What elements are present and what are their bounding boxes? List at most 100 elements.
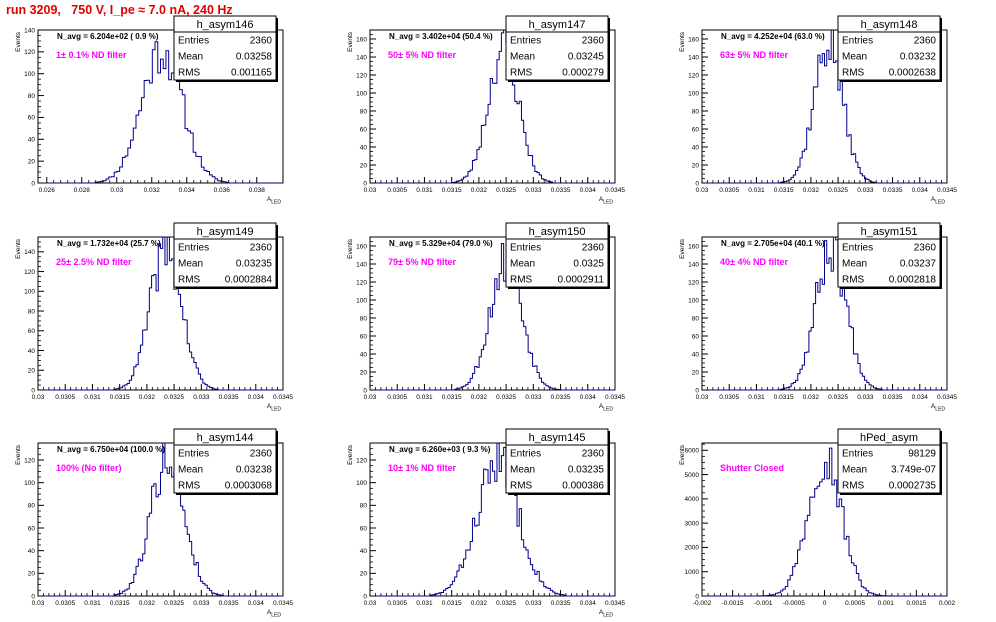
stat-value: 2360 xyxy=(250,36,273,47)
histogram-panel-h_asym145: 0.03 0.0305 0.031 0.0315 0.032 0.0325 0.033 0.0… xyxy=(347,428,625,619)
y-tick-label: 120 xyxy=(24,49,35,56)
filter-annotation: 1± 0.1% ND filter xyxy=(56,50,127,60)
stat-value: 2360 xyxy=(582,36,605,47)
x-axis: 0.03 0.0305 0.031 0.0315 0.032 0.0325 0.033 0.0… xyxy=(364,177,625,194)
y-tick-label: 40 xyxy=(28,348,36,355)
y-axis: 0 20 40 60 80 100 120 xyxy=(24,442,44,600)
y-tick-label: 60 xyxy=(360,333,368,340)
stat-label: Mean xyxy=(178,465,203,476)
x-axis: 0.03 0.0305 0.031 0.0315 0.032 0.0325 0.033 0.0… xyxy=(32,590,293,607)
y-tick-label: 60 xyxy=(360,525,368,532)
x-tick-label: 0.031 xyxy=(416,394,433,401)
stat-label: Entries xyxy=(510,36,541,47)
y-tick-label: 80 xyxy=(360,503,368,510)
canvas-title: run 3209, 750 V, I_pe ≈ 7.0 nA, 240 Hz xyxy=(6,3,233,17)
histogram-name: h_asym150 xyxy=(529,226,586,238)
x-tick-label: 0.033 xyxy=(525,394,542,401)
stat-label: Mean xyxy=(842,465,867,476)
x-tick-label: 0.032 xyxy=(144,187,161,194)
n-avg-label: N_avg = 1.732e+04 (25.7 %) xyxy=(57,239,161,248)
stat-label: RMS xyxy=(510,68,533,79)
y-tick-label: 20 xyxy=(28,368,36,375)
x-tick-label: 0.0335 xyxy=(551,187,571,194)
x-tick-label: 0.0305 xyxy=(387,394,407,401)
histogram-name: hPed_asym xyxy=(860,432,918,444)
histogram-bins xyxy=(702,236,947,391)
y-tick-label: 1000 xyxy=(685,569,700,576)
stat-label: Entries xyxy=(178,36,209,47)
stat-value: 0.0002818 xyxy=(889,275,937,286)
x-axis: 0.03 0.0305 0.031 0.0315 0.032 0.0325 0.033 0.0… xyxy=(696,384,957,401)
n-avg-label: N_avg = 5.329e+04 (79.0 %) xyxy=(389,239,493,248)
x-tick-label: 0.026 xyxy=(39,187,56,194)
x-tick-label: -0.0005 xyxy=(783,600,805,607)
y-tick-label: 40 xyxy=(360,548,368,555)
histogram-panel-h_asym146: 0.026 0.028 0.03 0.032 0.034 0.036 0.038 0 20 40 6… xyxy=(15,15,284,206)
x-axis-title: ALED xyxy=(267,609,281,619)
stat-value: 0.0002735 xyxy=(889,481,937,492)
stat-label: RMS xyxy=(842,481,865,492)
stats-box: h_asym148 Entries 2360 Mean 0.03232 RMS 0.0002… xyxy=(837,15,942,82)
y-tick-label: 0 xyxy=(363,180,367,187)
y-axis: 0 20 40 60 80 100 120 140 160 xyxy=(356,29,376,187)
x-tick-label: 0.0345 xyxy=(937,394,957,401)
y-tick-label: 160 xyxy=(356,36,367,43)
x-tick-label: 0.033 xyxy=(525,600,542,607)
filter-annotation: 50± 5% ND filter xyxy=(388,50,456,60)
x-tick-label: 0.03 xyxy=(696,394,709,401)
stat-value: 2360 xyxy=(582,243,605,254)
x-axis-title: ALED xyxy=(599,196,613,206)
y-tick-label: 100 xyxy=(356,297,367,304)
histogram-name: h_asym144 xyxy=(197,432,254,444)
y-tick-label: 100 xyxy=(688,297,699,304)
histogram-name: h_asym146 xyxy=(197,19,254,31)
x-tick-label: 0.03 xyxy=(364,600,377,607)
x-tick-label: 0.0325 xyxy=(164,600,184,607)
y-tick-label: 120 xyxy=(356,279,367,286)
x-tick-label: 0.032 xyxy=(471,600,488,607)
y-tick-label: 80 xyxy=(28,93,36,100)
y-tick-label: 120 xyxy=(24,269,35,276)
filter-annotation: Shutter Closed xyxy=(720,463,784,473)
stat-value: 0.0002638 xyxy=(889,68,937,79)
histogram-bins xyxy=(702,29,947,184)
stat-label: Mean xyxy=(842,259,867,270)
n-avg-label: N_avg = 6.750e+04 (100.0 %) xyxy=(57,445,165,454)
histogram-panel-h_asym150: 0.03 0.0305 0.031 0.0315 0.032 0.0325 0.033 0.0… xyxy=(347,222,625,413)
histogram-panel-h_asym151: 0.03 0.0305 0.031 0.0315 0.032 0.0325 0.033 0.0… xyxy=(679,222,957,413)
stat-value: 0.0325 xyxy=(573,259,604,270)
y-tick-label: 40 xyxy=(692,351,700,358)
x-tick-label: 0.033 xyxy=(857,187,874,194)
y-tick-label: 40 xyxy=(360,351,368,358)
y-tick-label: 40 xyxy=(360,144,368,151)
stat-value: 0.03245 xyxy=(568,52,605,63)
y-tick-label: 0 xyxy=(363,387,367,394)
x-axis: 0.026 0.028 0.03 0.032 0.034 0.036 0.038 xyxy=(39,177,265,194)
stat-value: 2360 xyxy=(582,449,605,460)
stat-label: Mean xyxy=(510,465,535,476)
y-tick-label: 40 xyxy=(692,144,700,151)
histogram-panel-h_asym149: 0.03 0.0305 0.031 0.0315 0.032 0.0325 0.033 0.0… xyxy=(15,222,293,413)
x-tick-label: 0.0305 xyxy=(719,187,739,194)
x-tick-label: 0.0325 xyxy=(496,187,516,194)
y-tick-label: 100 xyxy=(24,480,35,487)
histogram-bins xyxy=(38,442,283,597)
x-tick-label: 0.028 xyxy=(74,187,91,194)
x-tick-label: 0.0345 xyxy=(273,394,293,401)
y-tick-label: 40 xyxy=(28,548,36,555)
filter-annotation: 63± 5% ND filter xyxy=(720,50,788,60)
histogram-panel-h_asym147: 0.03 0.0305 0.031 0.0315 0.032 0.0325 0.033 0.0… xyxy=(347,15,625,206)
x-tick-label: 0.0315 xyxy=(442,394,462,401)
histogram-bins xyxy=(370,442,615,597)
y-axis: 0 20 40 60 80 100 120 140 xyxy=(24,27,44,187)
y-tick-label: 5000 xyxy=(685,472,700,479)
stat-label: Mean xyxy=(510,259,535,270)
y-axis-title: Events xyxy=(347,444,354,465)
stat-label: Entries xyxy=(842,243,873,254)
y-tick-label: 6000 xyxy=(685,448,700,455)
x-tick-label: 0.0335 xyxy=(883,394,903,401)
x-axis-title: ALED xyxy=(267,196,281,206)
filter-annotation: 100% (No filter) xyxy=(56,463,122,473)
y-tick-label: 80 xyxy=(360,108,368,115)
x-tick-label: 0.0335 xyxy=(551,600,571,607)
